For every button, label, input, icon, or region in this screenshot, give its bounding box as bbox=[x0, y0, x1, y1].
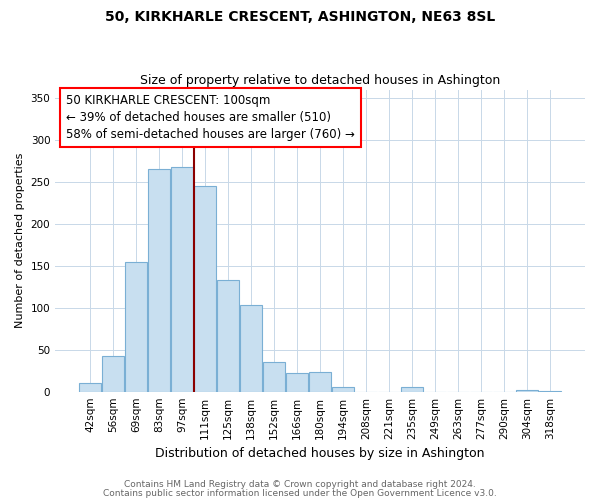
Bar bbox=[401, 388, 423, 392]
Bar bbox=[263, 362, 285, 392]
Bar bbox=[171, 167, 193, 392]
Bar bbox=[125, 262, 147, 392]
Text: 50 KIRKHARLE CRESCENT: 100sqm
← 39% of detached houses are smaller (510)
58% of : 50 KIRKHARLE CRESCENT: 100sqm ← 39% of d… bbox=[66, 94, 355, 141]
Text: Contains HM Land Registry data © Crown copyright and database right 2024.: Contains HM Land Registry data © Crown c… bbox=[124, 480, 476, 489]
Title: Size of property relative to detached houses in Ashington: Size of property relative to detached ho… bbox=[140, 74, 500, 87]
Bar bbox=[309, 372, 331, 392]
Text: Contains public sector information licensed under the Open Government Licence v3: Contains public sector information licen… bbox=[103, 489, 497, 498]
Bar bbox=[240, 305, 262, 392]
Bar bbox=[194, 186, 216, 392]
Y-axis label: Number of detached properties: Number of detached properties bbox=[15, 153, 25, 328]
Text: 50, KIRKHARLE CRESCENT, ASHINGTON, NE63 8SL: 50, KIRKHARLE CRESCENT, ASHINGTON, NE63 … bbox=[105, 10, 495, 24]
Bar bbox=[148, 170, 170, 392]
X-axis label: Distribution of detached houses by size in Ashington: Distribution of detached houses by size … bbox=[155, 447, 485, 460]
Bar bbox=[102, 356, 124, 392]
Bar bbox=[539, 391, 561, 392]
Bar bbox=[79, 384, 101, 392]
Bar bbox=[286, 373, 308, 392]
Bar bbox=[516, 390, 538, 392]
Bar bbox=[332, 386, 354, 392]
Bar bbox=[217, 280, 239, 392]
